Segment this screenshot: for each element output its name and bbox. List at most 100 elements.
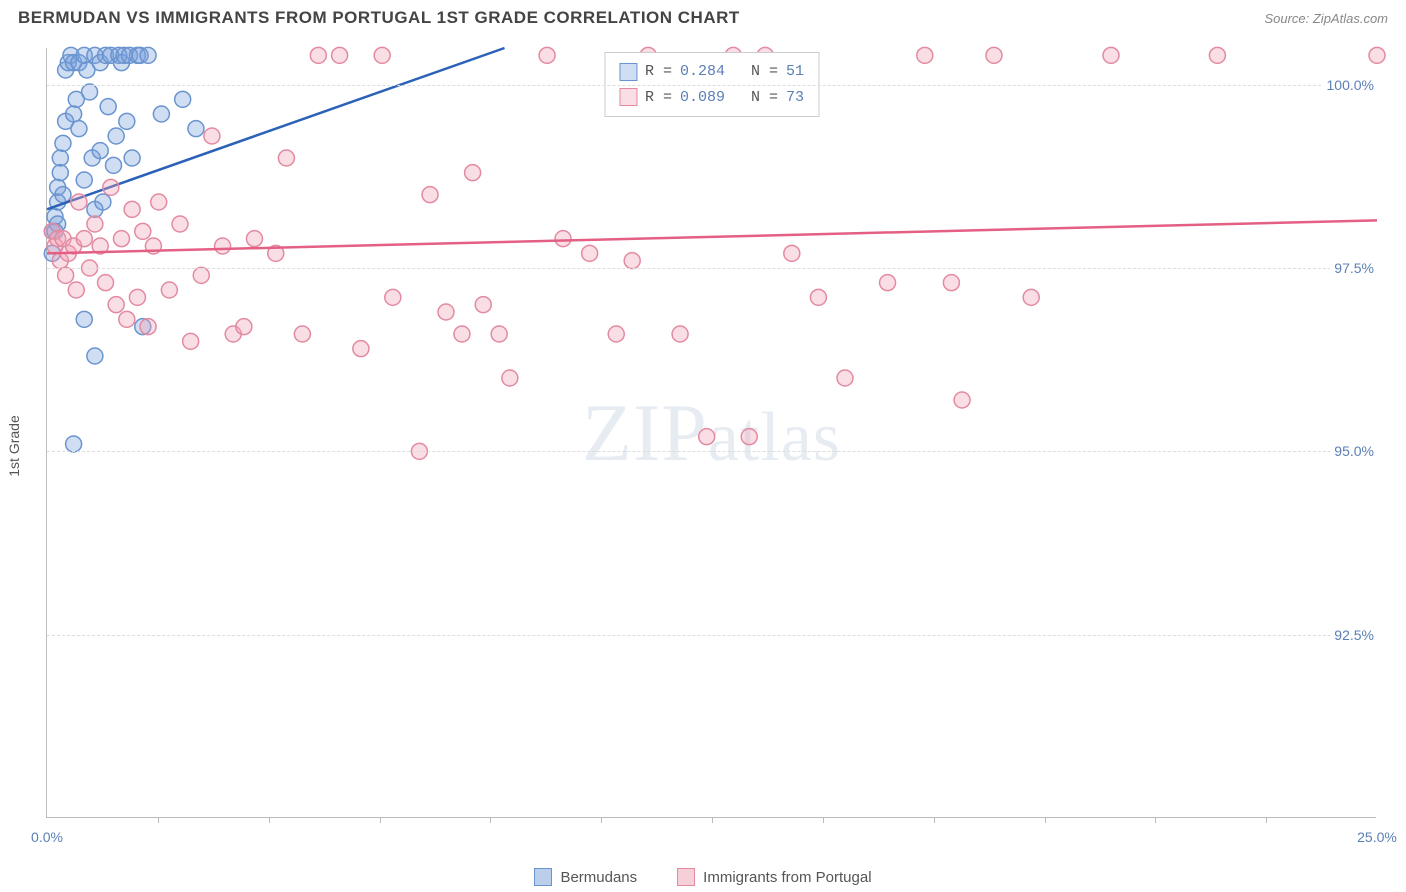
data-point (103, 179, 119, 195)
data-point (385, 289, 401, 305)
x-minor-tick (158, 817, 159, 823)
data-point (153, 106, 169, 122)
data-point (76, 231, 92, 247)
data-point (172, 216, 188, 232)
chart-plot-area: ZIPatlas R = 0.284 N = 51R = 0.089 N = 7… (46, 48, 1376, 818)
legend-n-value: 73 (786, 85, 804, 111)
data-point (954, 392, 970, 408)
y-tick-label: 97.5% (1330, 260, 1378, 276)
data-point (140, 47, 156, 63)
data-point (880, 275, 896, 291)
data-point (1023, 289, 1039, 305)
legend-r-value: 0.284 (680, 59, 725, 85)
data-point (66, 106, 82, 122)
legend-stats-row: R = 0.089 N = 73 (619, 85, 804, 111)
data-point (310, 47, 326, 63)
y-axis-label: 1st Grade (6, 415, 22, 476)
data-point (986, 47, 1002, 63)
data-point (108, 128, 124, 144)
data-point (188, 121, 204, 137)
y-tick-label: 92.5% (1330, 627, 1378, 643)
data-point (353, 341, 369, 357)
data-point (71, 194, 87, 210)
data-point (58, 267, 74, 283)
data-point (502, 370, 518, 386)
data-point (1103, 47, 1119, 63)
legend-item: Immigrants from Portugal (677, 868, 871, 886)
legend-label: Immigrants from Portugal (703, 869, 871, 886)
data-point (465, 165, 481, 181)
data-point (374, 47, 390, 63)
data-point (135, 223, 151, 239)
data-point (784, 245, 800, 261)
data-point (491, 326, 507, 342)
x-minor-tick (380, 817, 381, 823)
chart-svg (47, 48, 1376, 817)
legend-r-label: R = (645, 59, 672, 85)
data-point (100, 99, 116, 115)
data-point (943, 275, 959, 291)
data-point (161, 282, 177, 298)
data-point (87, 216, 103, 232)
data-point (204, 128, 220, 144)
data-point (106, 157, 122, 173)
legend-item: Bermudans (534, 868, 637, 886)
data-point (55, 187, 71, 203)
x-minor-tick (823, 817, 824, 823)
chart-title: BERMUDAN VS IMMIGRANTS FROM PORTUGAL 1ST… (18, 8, 740, 28)
legend-n-value: 51 (786, 59, 804, 85)
data-point (236, 319, 252, 335)
x-tick-label: 25.0% (1357, 829, 1397, 845)
data-point (741, 429, 757, 445)
data-point (475, 297, 491, 313)
data-point (539, 47, 555, 63)
x-tick-label: 0.0% (31, 829, 63, 845)
legend-r-label: R = (645, 85, 672, 111)
data-point (555, 231, 571, 247)
data-point (608, 326, 624, 342)
data-point (672, 326, 688, 342)
legend-swatch (619, 88, 637, 106)
data-point (66, 436, 82, 452)
x-minor-tick (934, 817, 935, 823)
data-point (52, 150, 68, 166)
data-point (108, 297, 124, 313)
data-point (119, 113, 135, 129)
y-tick-label: 95.0% (1330, 443, 1378, 459)
legend-n-label: N = (733, 85, 778, 111)
data-point (92, 143, 108, 159)
data-point (151, 194, 167, 210)
data-point (55, 135, 71, 151)
grid-line (47, 85, 1376, 86)
grid-line (47, 451, 1376, 452)
data-point (917, 47, 933, 63)
data-point (95, 194, 111, 210)
data-point (1369, 47, 1385, 63)
x-minor-tick (269, 817, 270, 823)
data-point (810, 289, 826, 305)
data-point (124, 201, 140, 217)
data-point (98, 275, 114, 291)
x-minor-tick (712, 817, 713, 823)
data-point (76, 311, 92, 327)
data-point (76, 172, 92, 188)
x-minor-tick (1155, 817, 1156, 823)
data-point (140, 319, 156, 335)
data-point (193, 267, 209, 283)
data-point (71, 121, 87, 137)
data-point (278, 150, 294, 166)
data-point (87, 348, 103, 364)
legend-n-label: N = (733, 59, 778, 85)
legend-swatch (619, 63, 637, 81)
x-minor-tick (1045, 817, 1046, 823)
data-point (837, 370, 853, 386)
legend-r-value: 0.089 (680, 85, 725, 111)
data-point (215, 238, 231, 254)
data-point (82, 84, 98, 100)
legend-stats-row: R = 0.284 N = 51 (619, 59, 804, 85)
grid-line (47, 268, 1376, 269)
grid-line (47, 635, 1376, 636)
data-point (52, 165, 68, 181)
legend-swatch (534, 868, 552, 886)
data-point (582, 245, 598, 261)
